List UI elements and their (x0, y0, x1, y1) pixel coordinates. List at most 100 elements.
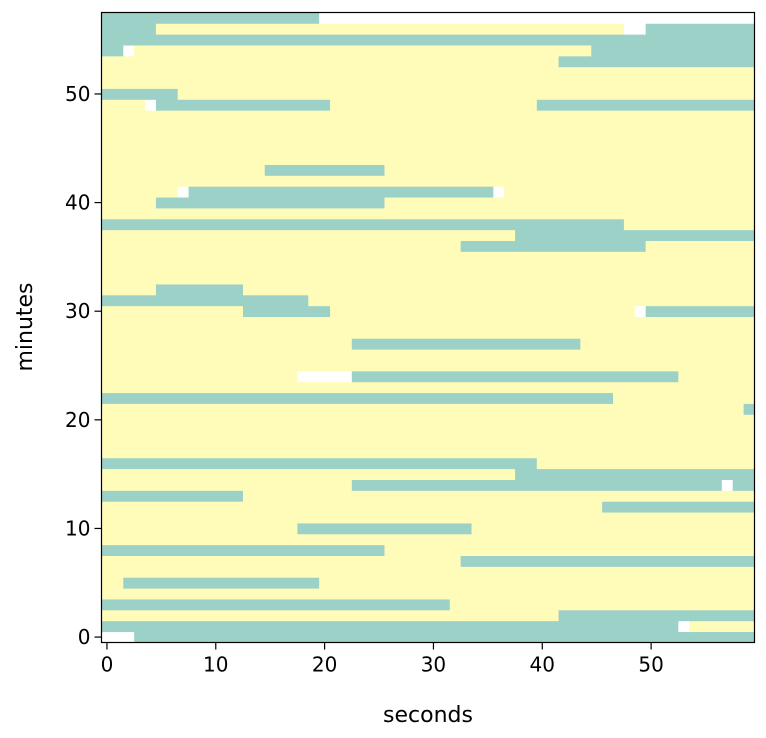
heatmap-cell-idle (101, 566, 755, 578)
heatmap-cell-idle (384, 544, 755, 556)
heatmap-cells (101, 12, 755, 643)
x-tick-label: 0 (101, 653, 114, 677)
heatmap-cell-idle (101, 577, 124, 589)
heatmap-cell-busy (558, 55, 755, 68)
heatmap-cell-idle (101, 327, 755, 339)
heatmap-cell-idle (101, 555, 462, 567)
y-tick-label: 10 (65, 516, 90, 540)
x-tick-label: 50 (638, 653, 663, 677)
heatmap-cell-none (721, 479, 734, 491)
heatmap-cell-idle (101, 208, 755, 220)
heatmap-cell-none (145, 99, 157, 111)
heatmap-cell-busy (536, 99, 755, 111)
heatmap-cell-none (101, 631, 135, 643)
heatmap-cell-idle (613, 392, 755, 404)
heatmap-cell-idle (101, 186, 179, 198)
heatmap-cell-busy (101, 620, 679, 633)
heatmap-cell-busy (101, 45, 124, 57)
heatmap-cell-idle (242, 490, 755, 502)
heatmap-cell-idle (330, 305, 636, 318)
heatmap-cell-busy (743, 403, 755, 415)
heatmap-cell-busy (242, 305, 331, 318)
heatmap-cell-idle (134, 45, 592, 57)
heatmap-cell-busy (101, 34, 755, 46)
heatmap-cell-busy (101, 23, 157, 35)
heatmap-cell-idle (689, 620, 755, 633)
x-tick-label: 30 (421, 653, 446, 677)
heatmap-cell-idle (101, 533, 755, 546)
x-tick-label: 20 (312, 653, 337, 677)
y-axis-label: minutes (13, 282, 38, 371)
heatmap-cell-idle (101, 251, 755, 263)
heatmap-cell-none (623, 23, 647, 35)
x-tick-label: 10 (203, 653, 228, 677)
heatmap-cell-busy (732, 479, 755, 491)
plot-area (100, 11, 756, 644)
heatmap-cell-idle (101, 370, 298, 383)
heatmap-cell-idle (101, 381, 755, 394)
heatmap-cell-busy (101, 12, 320, 24)
heatmap-cell-idle (101, 403, 745, 415)
heatmap-cell-busy (591, 45, 755, 57)
heatmap-cell-none (319, 12, 755, 24)
heatmap-cell-busy (123, 577, 320, 589)
heatmap-cell-busy (351, 338, 581, 350)
heatmap-cell-busy (155, 197, 385, 209)
heatmap-cell-busy (188, 186, 494, 198)
heatmap-cell-none (123, 45, 135, 57)
x-tick-label: 40 (530, 653, 555, 677)
heatmap-cell-busy (155, 284, 244, 296)
heatmap-cell-busy (155, 99, 331, 111)
heatmap-cell-idle (242, 284, 755, 296)
heatmap-cell-busy (101, 218, 625, 231)
heatmap-cell-idle (101, 360, 755, 372)
heatmap-cell-busy (460, 240, 647, 252)
heatmap-cell-idle (101, 436, 755, 448)
heatmap-cell-idle (101, 121, 755, 133)
heatmap-cell-idle (101, 229, 516, 241)
heatmap-cell-idle (536, 457, 755, 470)
heatmap-cell-idle (308, 294, 755, 307)
heatmap-cell-busy (602, 501, 755, 513)
heatmap-cell-idle (101, 305, 244, 318)
x-axis: 0 10 20 30 40 50 (101, 642, 664, 677)
heatmap-cell-idle (101, 197, 157, 209)
heatmap-cell-idle (101, 479, 353, 491)
heatmap-cell-idle (101, 131, 755, 144)
heatmap-cell-idle (101, 425, 755, 437)
y-tick-label: 50 (65, 82, 90, 106)
heatmap-cell-busy (101, 294, 309, 307)
heatmap-cell-none (297, 370, 353, 383)
heatmap-cell-idle (623, 218, 755, 231)
heatmap-cell-none (634, 305, 647, 318)
heatmap-cell-busy (101, 392, 614, 404)
heatmap-cell-busy (558, 609, 755, 622)
heatmap-cell-idle (101, 512, 755, 524)
heatmap-cell-busy (101, 88, 179, 100)
heatmap-cell-busy (264, 164, 385, 176)
heatmap-cell-idle (101, 316, 755, 328)
heatmap-cell-idle (319, 577, 755, 589)
heatmap-cell-idle (101, 284, 157, 296)
heatmap-cell-busy (101, 599, 451, 611)
heatmap-cell-busy (101, 490, 244, 502)
y-tick-label: 30 (65, 299, 90, 323)
heatmap-cell-idle (384, 197, 755, 209)
x-axis-label: seconds (383, 703, 473, 728)
heatmap-cell-idle (101, 110, 755, 122)
heatmap-cell-idle (101, 468, 516, 480)
heatmap-cell-idle (101, 66, 755, 79)
heatmap-cell-idle (449, 599, 755, 611)
heatmap-cell-idle (101, 501, 603, 513)
heatmap-cell-idle (101, 77, 755, 89)
heatmap-cell-idle (101, 446, 755, 459)
heatmap-cell-idle (101, 273, 755, 285)
heatmap-cell-idle (580, 338, 755, 350)
heatmap-cell-idle (645, 240, 755, 252)
y-axis: 0 10 20 30 40 50 (65, 82, 102, 649)
heatmap-cell-idle (101, 609, 559, 622)
heatmap-cell-idle (101, 588, 755, 600)
heatmap-cell-busy (101, 457, 538, 470)
y-tick-label: 0 (78, 625, 91, 649)
